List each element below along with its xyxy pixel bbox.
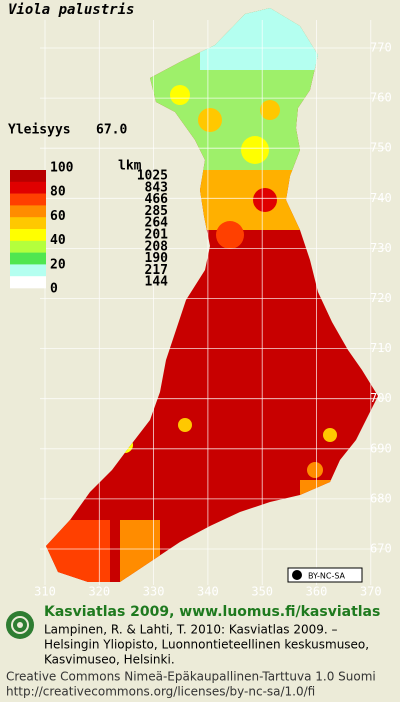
y-label: 690	[370, 441, 392, 455]
y-label: 670	[370, 542, 392, 556]
legend-swatch	[10, 229, 46, 242]
citation-line: Kasvimuseo, Helsinki.	[44, 653, 175, 667]
coordinate-grid: 770 760 750 740 730 720 710 700 690 680 670 310 320 3…	[34, 20, 392, 599]
legend-swatch	[10, 193, 46, 206]
legend-count: 217	[145, 263, 168, 278]
legend-count: 1025	[137, 169, 168, 184]
footer-heading[interactable]: Kasviatlas 2009, www.luomus.fi/kasviatla…	[44, 604, 380, 620]
frequency-label: Yleisyys	[8, 123, 71, 138]
y-label: 710	[370, 341, 392, 355]
license-badge: BY-NC-SA	[287, 567, 363, 583]
x-label: 330	[143, 585, 165, 599]
legend-count: 285	[145, 204, 168, 219]
x-label: 320	[88, 585, 110, 599]
legend-scale-label: 40	[50, 233, 66, 248]
y-label: 700	[370, 391, 392, 405]
legend-count: 144	[145, 275, 169, 290]
distribution-map	[46, 8, 378, 582]
logo	[6, 611, 34, 639]
legend-swatch	[10, 170, 46, 183]
legend-swatch	[10, 217, 46, 230]
y-label: 680	[370, 491, 392, 505]
x-label: 360	[306, 585, 328, 599]
legend-swatch	[10, 240, 46, 253]
x-label: 370	[360, 585, 382, 599]
frequency-value: 67.0	[96, 123, 127, 138]
y-label: 770	[370, 41, 392, 55]
legend-swatch	[10, 264, 46, 277]
y-label: 760	[370, 91, 392, 105]
license-text: Creative Commons Nimeä-Epäkaupallinen-Ta…	[6, 670, 376, 699]
legend-count: 843	[145, 180, 168, 195]
citation-line: Lampinen, R. & Lahti, T. 2010: Kasviatla…	[44, 623, 338, 637]
legend-swatch	[10, 205, 46, 218]
legend-count: 208	[145, 239, 169, 254]
legend-swatch	[10, 181, 46, 194]
legend-count: 201	[145, 228, 169, 243]
x-label: 350	[251, 585, 273, 599]
y-label: 730	[370, 241, 392, 255]
license-line: http://creativecommons.org/licenses/by-n…	[6, 685, 315, 699]
legend-count: 466	[145, 192, 169, 207]
citation-line: Helsingin Yliopisto, Luonnontieteellinen…	[44, 638, 369, 652]
legend-count: 264	[145, 216, 169, 231]
x-label: 310	[34, 585, 56, 599]
map-title: Viola palustris	[8, 2, 134, 18]
count-header: lkm	[118, 159, 142, 174]
legend-scale-label: 0	[50, 282, 58, 297]
legend-scale-label: 20	[50, 257, 66, 272]
y-label: 740	[370, 191, 392, 205]
legend-swatch	[10, 276, 46, 289]
legend-scale-label: 60	[50, 209, 66, 224]
legend-scale-label: 100	[50, 161, 74, 176]
x-label: 340	[197, 585, 219, 599]
license-line: Creative Commons Nimeä-Epäkaupallinen-Ta…	[6, 670, 376, 684]
legend-count: 190	[145, 251, 169, 266]
legend-swatch	[10, 252, 46, 265]
legend-scale-label: 80	[50, 185, 66, 200]
citation: Lampinen, R. & Lahti, T. 2010: Kasviatla…	[44, 623, 369, 667]
license-badge-text: BY-NC-SA	[308, 572, 346, 581]
y-label: 720	[370, 291, 392, 305]
y-label: 750	[370, 141, 392, 155]
